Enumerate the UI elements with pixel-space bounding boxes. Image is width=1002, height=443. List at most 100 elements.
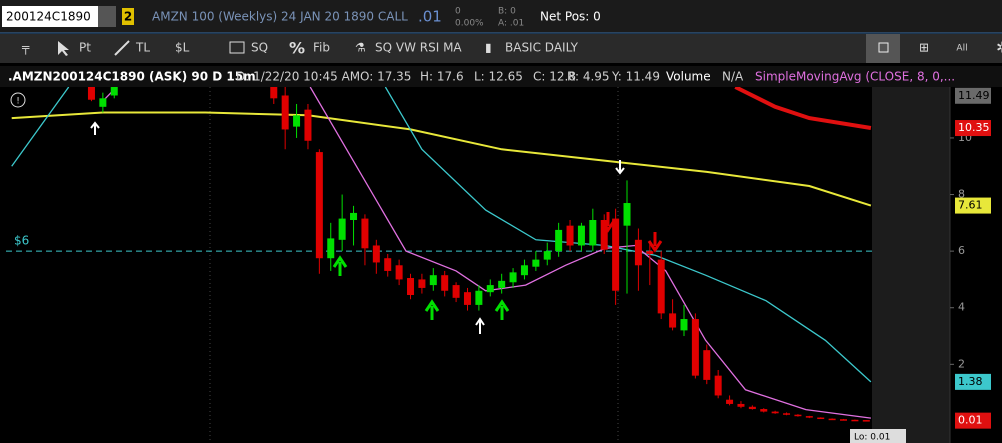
candle-body bbox=[543, 251, 551, 260]
candle-body bbox=[817, 417, 825, 420]
layout-icon bbox=[878, 42, 889, 53]
candle-body bbox=[862, 420, 870, 422]
fib-icon[interactable]: % bbox=[289, 39, 305, 58]
candle-body bbox=[726, 399, 734, 404]
candle-body bbox=[828, 418, 836, 421]
candle-body bbox=[532, 259, 540, 267]
candle-body bbox=[452, 285, 460, 298]
candle-body bbox=[566, 225, 574, 246]
candle-body bbox=[794, 414, 802, 417]
price-marker bbox=[955, 87, 991, 104]
candle-body bbox=[703, 350, 711, 380]
pin-icon[interactable]: ╤ bbox=[21, 41, 30, 55]
info-study: SimpleMovingAvg (CLOSE, 8, 0,... bbox=[755, 70, 955, 84]
low-marker: Lo: 0.01 bbox=[854, 433, 890, 443]
symbol-dropdown[interactable] bbox=[98, 6, 116, 27]
candle-body bbox=[600, 220, 608, 250]
change-pct: 0.00% bbox=[455, 19, 484, 29]
layout-single[interactable] bbox=[866, 34, 900, 63]
price-marker-label: 7.61 bbox=[958, 199, 983, 212]
candle-body bbox=[384, 258, 392, 271]
candle-body bbox=[623, 203, 631, 226]
candle-body bbox=[429, 275, 437, 286]
signal-arrow bbox=[494, 299, 510, 320]
expansion-area bbox=[872, 87, 950, 443]
moving-average bbox=[11, 111, 872, 207]
info-volume-value: N/A bbox=[722, 70, 744, 84]
price-marker-label: 10.35 bbox=[958, 121, 990, 134]
tool-studies[interactable]: SQ VW RSI MA bbox=[375, 41, 462, 55]
candle-body bbox=[270, 87, 278, 99]
pointer-icon[interactable] bbox=[58, 41, 69, 56]
y-tick-label: 2 bbox=[958, 357, 965, 370]
candle-body bbox=[293, 115, 301, 127]
tool-pl[interactable]: $L bbox=[175, 41, 190, 55]
style-icon[interactable]: ▮ bbox=[485, 41, 492, 55]
candle-body bbox=[509, 272, 517, 283]
price-level-label: $6 bbox=[14, 234, 29, 248]
candle-body bbox=[737, 403, 745, 407]
plot-series bbox=[6, 87, 872, 422]
net-pos: Net Pos: 0 bbox=[540, 10, 601, 24]
toolbar bbox=[0, 34, 1002, 63]
tool-fib[interactable]: Fib bbox=[313, 41, 330, 55]
symbol-input[interactable] bbox=[2, 6, 98, 27]
settings-icon[interactable]: ✲ bbox=[996, 39, 1002, 57]
price-marker bbox=[955, 197, 991, 214]
badge: 2 bbox=[124, 10, 132, 24]
candle-body bbox=[805, 416, 813, 418]
candle-body bbox=[680, 319, 688, 331]
candle-body bbox=[589, 220, 597, 246]
info-volume: Volume bbox=[666, 70, 711, 84]
candle-body bbox=[281, 95, 289, 130]
alert-icon-mark: ! bbox=[16, 97, 20, 107]
info-low: L: 12.65 bbox=[474, 70, 523, 84]
candle-body bbox=[338, 218, 346, 240]
tool-all[interactable]: All bbox=[956, 44, 967, 54]
price-marker bbox=[955, 120, 991, 137]
symbol: 200124C1890 bbox=[6, 10, 91, 24]
tool-sq[interactable]: SQ bbox=[251, 41, 268, 55]
alert-icon[interactable] bbox=[10, 92, 26, 108]
candle-body bbox=[110, 87, 118, 96]
y-tick-label: 6 bbox=[958, 244, 965, 257]
tool-pt[interactable]: Pt bbox=[79, 41, 91, 55]
candle-body bbox=[87, 87, 95, 100]
low-marker-bg bbox=[850, 429, 906, 443]
signal-arrow bbox=[90, 121, 100, 135]
candle-body bbox=[851, 419, 859, 422]
top-bar bbox=[0, 0, 1002, 33]
signal-arrow bbox=[600, 212, 616, 233]
candle-body bbox=[612, 218, 620, 291]
candle-body bbox=[441, 275, 449, 291]
ask: A: .01 bbox=[498, 19, 524, 29]
tool-tl[interactable]: TL bbox=[135, 41, 150, 55]
signal-arrow bbox=[424, 299, 440, 320]
candle-body bbox=[372, 245, 380, 263]
candle-body bbox=[350, 212, 358, 221]
price-marker bbox=[955, 373, 991, 390]
candle-body bbox=[714, 375, 722, 396]
candle-body bbox=[463, 292, 471, 305]
last-price: .01 bbox=[418, 8, 442, 26]
price-marker bbox=[955, 412, 991, 429]
square-icon[interactable] bbox=[229, 41, 245, 54]
chart-symbol: .AMZN200124C1890 (ASK) 90 D 15m bbox=[8, 70, 256, 84]
candle-body bbox=[418, 279, 426, 288]
candle-body bbox=[748, 406, 756, 410]
candle-body bbox=[395, 265, 403, 280]
candle-body bbox=[361, 218, 369, 249]
bid: B: 0 bbox=[498, 7, 516, 17]
tool-style[interactable]: BASIC DAILY bbox=[505, 41, 579, 55]
layout-grid[interactable]: ⊞ bbox=[919, 41, 929, 55]
candle-body bbox=[771, 411, 779, 414]
info-range: R: 4.95 bbox=[567, 70, 610, 84]
info-close: C: 12.8 bbox=[533, 70, 576, 84]
candle-body bbox=[555, 229, 563, 252]
studies-icon[interactable]: ⚗ bbox=[355, 41, 366, 55]
candle-body bbox=[407, 278, 415, 295]
candle-body bbox=[99, 98, 107, 107]
trendline-icon[interactable] bbox=[114, 40, 130, 56]
info-open: O: 17.35 bbox=[360, 70, 411, 84]
